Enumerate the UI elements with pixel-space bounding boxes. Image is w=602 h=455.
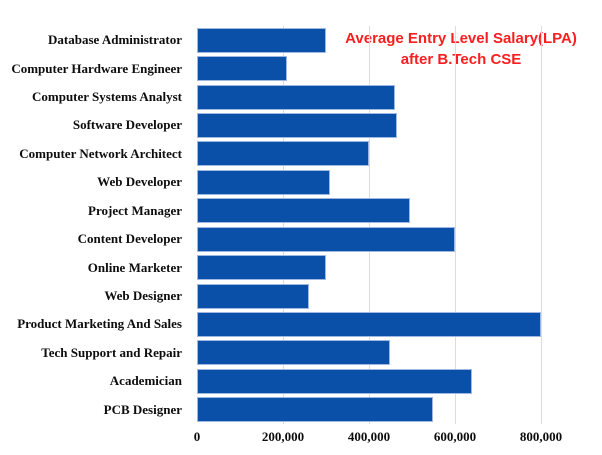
category-label: Tech Support and Repair [41,344,182,360]
bar-row [197,395,595,423]
x-tick-label: 200,000 [261,429,305,444]
category-label: Computer Hardware Engineer [11,60,182,76]
bar-row [197,26,595,54]
category-label: Web Developer [97,174,182,190]
bar [197,226,455,252]
chart-title-line1: Average Entry Level Salary(LPA) [345,30,577,47]
bar-row [197,140,595,168]
category-label: Software Developer [72,117,182,133]
gridline [540,26,542,424]
chart-title: Average Entry Level Salary(LPA) after B.… [330,28,592,70]
bar-row [197,197,595,225]
category-label: Computer Network Architect [19,145,182,161]
bar [197,169,331,195]
gridline [368,26,370,424]
value-axis: 0 200,000 400,000 600,000 800,000 [193,429,595,447]
category-label: Product Marketing And Sales [17,316,182,332]
bar-row [197,310,595,338]
bar-row [197,83,595,111]
bar-row [197,225,595,253]
bar [197,397,434,423]
bar-row [197,168,595,196]
bar [197,283,309,309]
category-label: Project Manager [88,202,182,218]
x-tick-label: 0 [193,429,201,444]
bar [197,311,541,337]
bar [197,255,326,281]
bar-row [197,367,595,395]
gridline [282,26,284,424]
x-tick-label: 600,000 [433,429,477,444]
category-label: Computer Systems Analyst [32,89,182,105]
category-label: PCB Designer [103,401,182,417]
category-label: Online Marketer [87,259,182,275]
x-tick-label: 400,000 [347,429,391,444]
bar [197,27,326,53]
category-axis: Database Administrator Computer Hardware … [0,26,182,424]
bars [197,26,595,424]
bar [197,56,288,82]
chart-title-line2: after B.Tech CSE [400,51,522,68]
category-label: Web Designer [104,288,182,303]
bar [197,340,391,366]
x-tick-label: 800,000 [519,429,563,444]
bar-row [197,111,595,139]
bar [197,141,369,167]
bar [197,368,473,394]
category-label: Content Developer [77,231,182,247]
gridline [454,26,456,424]
bar-row [197,339,595,367]
bar-row [197,253,595,281]
category-label: Academician [109,373,182,389]
bar [197,198,410,224]
bar-row [197,54,595,82]
category-label: Database Administrator [48,32,182,48]
bar [197,112,397,138]
bar [197,84,395,110]
bar-row [197,282,595,310]
plot-area [197,26,595,424]
